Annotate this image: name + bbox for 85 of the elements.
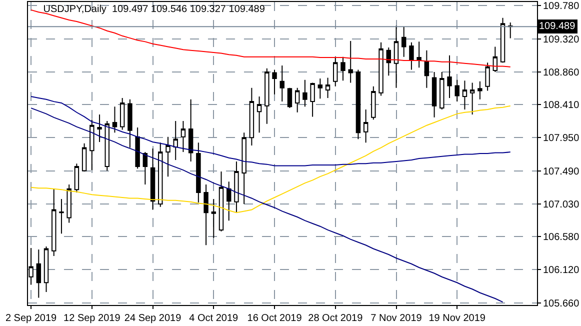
candlestick <box>440 71 444 110</box>
y-tick-label: 107.950 <box>543 133 580 144</box>
y-tick-label: 107.490 <box>543 166 580 178</box>
candlestick <box>500 17 506 64</box>
candlestick <box>409 42 414 70</box>
candlestick <box>272 69 277 95</box>
candlestick <box>363 108 368 144</box>
y-tick-label: 107.030 <box>543 200 580 210</box>
candlestick <box>104 120 110 172</box>
x-tick-label: 24 Sep 2019 <box>124 313 182 324</box>
candlestick <box>470 82 475 116</box>
candlestick <box>454 79 460 102</box>
candlestick <box>485 62 490 92</box>
candlestick <box>90 119 94 171</box>
candlestick <box>378 42 384 96</box>
candlestick <box>188 98 194 162</box>
candlestick <box>333 56 338 87</box>
candlestick <box>142 152 148 186</box>
candlestick <box>386 46 391 76</box>
candlestick <box>52 188 56 256</box>
x-tick-label: 2 Sep 2019 <box>5 313 58 324</box>
candlestick <box>226 181 232 222</box>
y-tick-label: 106.120 <box>543 265 580 276</box>
candlestick <box>356 69 361 140</box>
chart-title: USDJPY,Daily 109.497 109.546 109.327 109.489 <box>43 4 266 15</box>
ref-line-label: 109.489 <box>539 21 576 32</box>
candlestick <box>218 171 224 232</box>
candlestick <box>36 248 42 298</box>
candlestick <box>44 246 49 293</box>
candlestick <box>424 50 430 88</box>
candlestick <box>280 64 284 102</box>
candlestick <box>150 148 156 210</box>
line-series <box>30 105 511 214</box>
candlestick <box>173 120 178 160</box>
candlestick <box>447 54 452 98</box>
candlestick <box>204 184 208 246</box>
candlestick <box>302 79 308 108</box>
candlestick <box>211 198 216 238</box>
candlestick <box>196 142 201 204</box>
candlestick <box>128 98 132 148</box>
candlestick <box>340 56 346 82</box>
candlestick <box>478 80 482 100</box>
candlestick <box>166 136 170 178</box>
candlestick <box>82 142 87 172</box>
candlestick <box>394 25 399 88</box>
candlestick <box>462 80 468 110</box>
y-tick-label: 109.320 <box>543 34 580 46</box>
line-series <box>30 96 511 166</box>
candlestick <box>249 87 254 146</box>
candlestick <box>416 41 422 68</box>
candlestick <box>287 87 292 109</box>
candlestick <box>325 77 330 98</box>
x-tick-label: 12 Sep 2019 <box>64 313 121 324</box>
candlestick <box>294 87 300 113</box>
y-tick-label: 108.410 <box>543 100 580 111</box>
y-tick-label: 106.580 <box>543 232 580 243</box>
candlestick <box>120 97 125 130</box>
candlestick <box>348 40 353 84</box>
candlestick <box>371 86 376 120</box>
candlestick <box>66 184 72 224</box>
y-tick-label: 109.780 <box>543 1 580 12</box>
x-tick-label: 7 Nov 2019 <box>370 313 422 324</box>
candlestick <box>97 114 102 142</box>
x-tick-label: 28 Oct 2019 <box>308 313 364 324</box>
candlestick <box>158 142 163 208</box>
candlestick <box>234 160 239 212</box>
y-tick-label: 108.860 <box>543 67 580 78</box>
candlestick <box>318 78 323 100</box>
candlestick <box>401 26 406 58</box>
candlestick <box>310 82 315 118</box>
x-tick-label: 19 Nov 2019 <box>428 313 486 324</box>
x-tick-label: 4 Oct 2019 <box>189 313 239 324</box>
line-series <box>30 108 504 303</box>
candlestick <box>135 127 140 170</box>
candlestick <box>432 71 437 118</box>
candlestick <box>264 68 270 124</box>
candlestick <box>180 120 186 153</box>
candlestick <box>492 46 498 72</box>
y-tick-label: 105.660 <box>543 298 580 310</box>
candlestick <box>74 163 80 193</box>
candlestick <box>112 106 118 134</box>
x-tick-label: 16 Oct 2019 <box>247 313 302 324</box>
candlestick <box>242 132 246 204</box>
candlestick <box>256 96 262 134</box>
candlestick <box>59 198 64 234</box>
